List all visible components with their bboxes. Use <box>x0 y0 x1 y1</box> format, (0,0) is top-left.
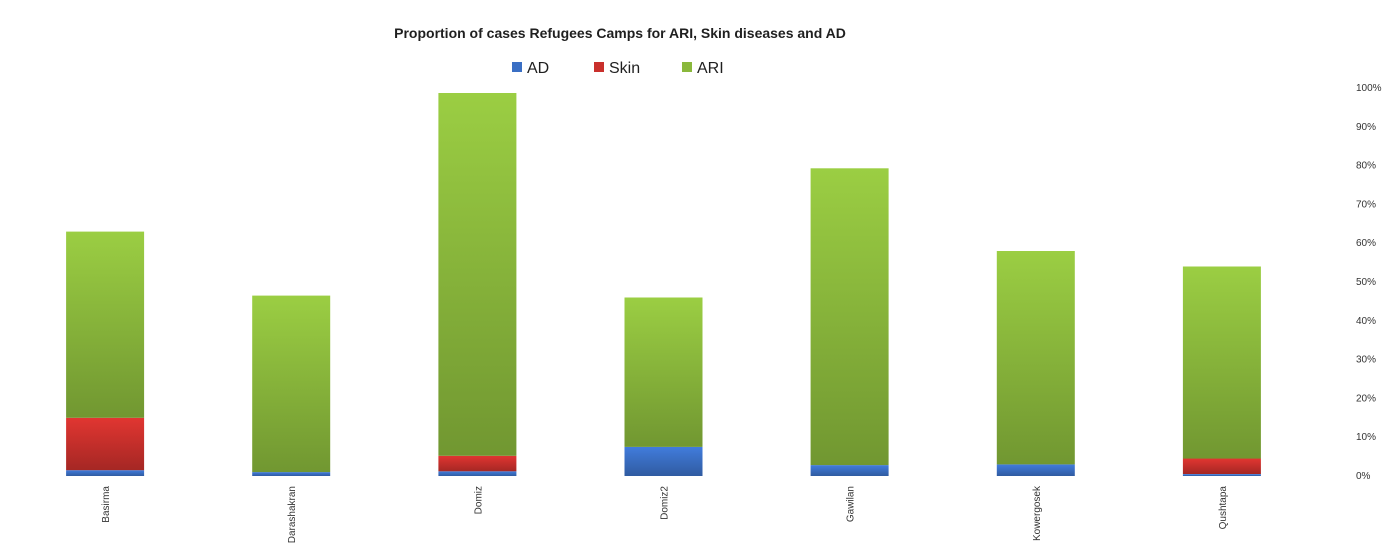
bar-kowergosek-ari <box>996 251 1075 465</box>
legend-label-ad: AD <box>527 60 549 77</box>
y-tick-label: 0% <box>1356 471 1371 482</box>
legend-item-skin: Skin <box>594 60 640 77</box>
y-tick-label: 100% <box>1356 83 1382 94</box>
bar-qushtapa-ari <box>1182 266 1261 459</box>
bar-basirma-ari <box>66 231 145 418</box>
bar-stack-kowergosek <box>996 251 1075 476</box>
legend-swatch-ari <box>682 62 692 72</box>
bar-darashakran-ad <box>252 472 331 476</box>
bar-stack-qushtapa <box>1182 266 1261 476</box>
y-tick-label: 90% <box>1356 122 1376 133</box>
y-tick-label: 20% <box>1356 393 1376 404</box>
y-tick-label: 50% <box>1356 277 1376 288</box>
x-tick-label-domiz: Domiz <box>473 486 484 514</box>
bar-darashakran-ari <box>252 295 331 473</box>
legend-swatch-ad <box>512 62 522 72</box>
bar-stack-domiz2 <box>624 297 703 476</box>
x-tick-label-domiz2: Domiz2 <box>660 486 671 520</box>
legend-item-ari: ARI <box>682 60 724 77</box>
y-tick-label: 70% <box>1356 199 1376 210</box>
bar-qushtapa-skin <box>1182 458 1261 474</box>
x-tick-label-kowergosek: Kowergosek <box>1032 485 1043 541</box>
bar-domiz-ari <box>438 93 517 456</box>
y-tick-label: 60% <box>1356 238 1376 249</box>
bar-domiz-ad <box>438 471 517 476</box>
x-tick-label-basirma: Basirma <box>101 486 112 523</box>
y-tick-label: 40% <box>1356 316 1376 327</box>
bar-stack-gawilan <box>810 168 889 476</box>
chart-title: Proportion of cases Refugees Camps for A… <box>394 25 846 41</box>
bar-basirma-ad <box>66 470 145 476</box>
bar-gawilan-ari <box>810 168 889 466</box>
bar-stack-domiz <box>438 93 517 476</box>
legend-item-ad: AD <box>512 60 549 77</box>
y-tick-label: 80% <box>1356 161 1376 172</box>
legend-label-skin: Skin <box>609 60 640 77</box>
bar-domiz2-ari <box>624 297 703 447</box>
y-tick-label: 10% <box>1356 432 1376 443</box>
legend-label-ari: ARI <box>697 60 724 77</box>
bar-stack-basirma <box>66 231 145 476</box>
bar-qushtapa-ad <box>1182 474 1261 476</box>
legend: AD Skin ARI <box>512 60 724 77</box>
bar-domiz2-ad <box>624 446 703 476</box>
x-axis: Basirma Darashakran Domiz Domiz2 Gawilan Kowe… <box>101 485 1229 543</box>
bar-domiz-skin <box>438 455 517 472</box>
x-tick-label-darashakran: Darashakran <box>287 486 298 543</box>
x-tick-label-gawilan: Gawilan <box>846 486 857 522</box>
y-axis: 0% 10% 20% 30% 40% 50% 60% 70% 80% 90% 100% <box>1356 83 1382 482</box>
bars-group <box>66 93 1261 476</box>
bar-stack-darashakran <box>252 295 331 476</box>
y-tick-label: 30% <box>1356 355 1376 366</box>
x-tick-label-qushtapa: Qushtapa <box>1218 486 1229 530</box>
legend-swatch-skin <box>594 62 604 72</box>
bar-basirma-skin <box>66 417 145 471</box>
bar-gawilan-ad <box>810 465 889 476</box>
bar-kowergosek-ad <box>996 464 1075 476</box>
